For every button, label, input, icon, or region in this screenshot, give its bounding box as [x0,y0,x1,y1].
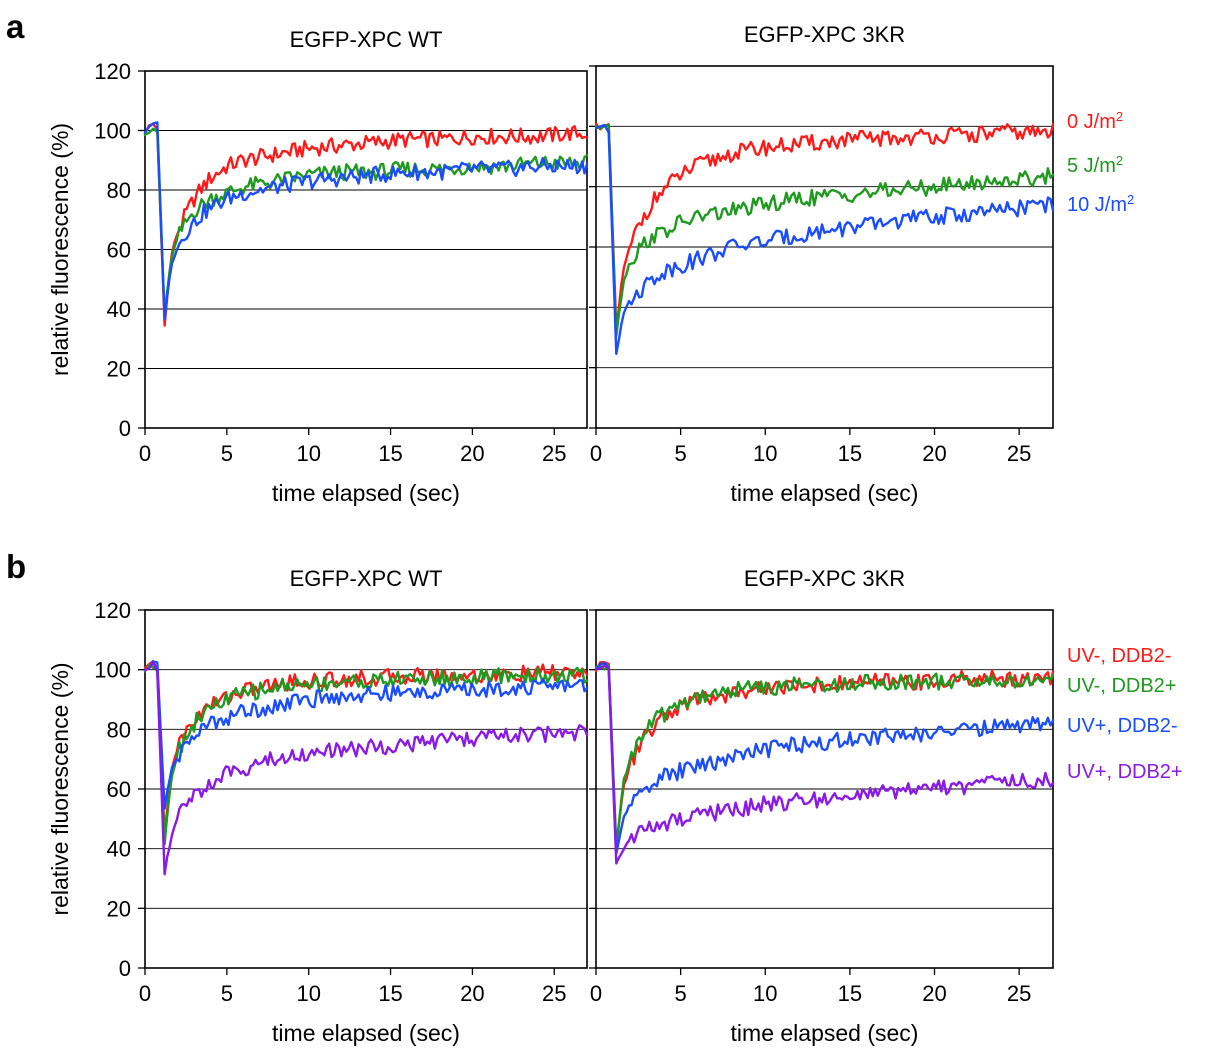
chart-title: EGFP-XPC WT [290,27,443,52]
legend-entry: UV+, DDB2- [1067,715,1178,737]
x-tick-label: 10 [753,981,777,1006]
legend-entry: 0 J/m2 [1067,109,1123,133]
chart-a-wt: EGFP-XPC WT time elapsed (sec) relative … [47,27,589,506]
series-line [143,661,589,876]
chart-a-3kr: EGFP-XPC 3KR time elapsed (sec) 0 5 10 15 20… [589,22,1134,506]
y-tick-label: 20 [107,896,131,921]
series-line [594,664,1055,865]
x-tick-label: 20 [460,981,484,1006]
x-tick-label: 10 [296,441,320,466]
x-tick-label: 15 [378,441,402,466]
x-tick-label: 20 [460,441,484,466]
x-tick-label: 25 [542,981,566,1006]
series-line [143,127,589,317]
x-tick-label: 0 [139,441,151,466]
y-tick-label: 40 [107,297,131,322]
x-tick-label: 25 [1007,441,1031,466]
chart-title: EGFP-XPC 3KR [744,22,905,47]
chart-b-3kr: EGFP-XPC 3KR time elapsed (sec) 0 5 10 15 20… [589,566,1183,1046]
y-tick-label: 60 [107,238,131,263]
chart-title: EGFP-XPC 3KR [744,566,905,591]
x-tick-label: 20 [922,441,946,466]
x-tick-label: 15 [838,441,862,466]
series-line [594,123,1055,337]
x-tick-label: 25 [542,441,566,466]
x-tick-label: 0 [139,981,151,1006]
series-line [594,661,1055,855]
x-tick-label: 15 [378,981,402,1006]
x-tick-label: 5 [221,441,233,466]
legend-entry: UV+, DDB2+ [1067,761,1183,783]
y-tick-label: 20 [107,357,131,382]
y-tick-label: 120 [94,598,131,623]
x-tick-label: 20 [922,981,946,1006]
legend-entry: UV-, DDB2+ [1067,675,1176,697]
y-tick-label: 80 [107,717,131,742]
x-axis-label: time elapsed (sec) [272,480,460,506]
y-axis-label: relative fluorescence (%) [47,123,73,376]
legend-entry: 10 J/m2 [1067,192,1134,216]
y-tick-label: 80 [107,178,131,203]
x-tick-label: 15 [838,981,862,1006]
series-line [143,660,589,810]
x-tick-label: 5 [221,981,233,1006]
chart-title: EGFP-XPC WT [290,566,443,591]
chart-b-wt: EGFP-XPC WT time elapsed (sec) relative … [47,566,589,1046]
series-line [143,122,589,327]
y-tick-label: 60 [107,777,131,802]
y-tick-label: 40 [107,837,131,862]
x-tick-label: 0 [590,441,602,466]
x-axis-label: time elapsed (sec) [731,1020,919,1046]
series-line [143,121,589,320]
x-tick-label: 5 [675,981,687,1006]
series-line [594,123,1055,355]
x-tick-label: 25 [1007,981,1031,1006]
panel-a-letter: a [6,8,25,45]
y-tick-label: 0 [119,956,131,981]
legend-entry: 5 J/m2 [1067,153,1123,177]
y-tick-label: 100 [94,658,131,683]
y-tick-label: 0 [119,416,131,441]
x-tick-label: 5 [675,441,687,466]
x-axis-label: time elapsed (sec) [731,480,919,506]
x-tick-label: 10 [753,441,777,466]
x-tick-label: 10 [296,981,320,1006]
y-tick-label: 100 [94,119,131,144]
y-axis-label: relative fluorescence (%) [47,662,73,915]
series-line [594,122,1055,330]
x-tick-label: 0 [590,981,602,1006]
y-tick-label: 120 [94,59,131,84]
panel-b-letter: b [6,548,26,585]
legend-entry: UV-, DDB2- [1067,645,1171,667]
series-line [143,663,589,846]
x-axis-label: time elapsed (sec) [272,1020,460,1046]
series-line [594,664,1055,847]
